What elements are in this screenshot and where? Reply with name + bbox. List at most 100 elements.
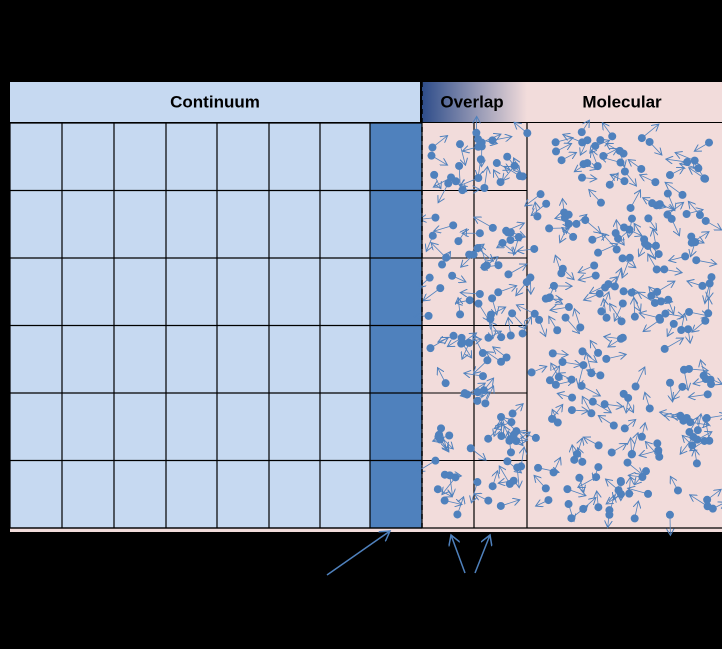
molecule — [567, 406, 576, 415]
molecule — [456, 310, 465, 319]
molecule — [705, 279, 714, 288]
molecule — [433, 485, 442, 494]
molecule — [522, 278, 531, 287]
molecule — [673, 486, 682, 495]
molecule — [618, 333, 627, 342]
molecular-header — [527, 82, 722, 122]
molecule — [653, 439, 662, 448]
molecule — [588, 397, 597, 406]
molecular-label: Molecular — [582, 92, 662, 111]
overlap-label: Overlap — [440, 92, 503, 111]
molecule — [466, 444, 475, 453]
molecule — [502, 353, 511, 362]
molecules — [414, 116, 722, 535]
molecule — [677, 326, 686, 335]
molecule — [564, 210, 573, 219]
molecule — [535, 315, 544, 324]
molecule — [530, 309, 539, 318]
molecule — [542, 199, 551, 208]
molecule — [428, 231, 437, 240]
molecule — [661, 309, 670, 318]
molecule — [570, 455, 579, 464]
molecule — [645, 137, 654, 146]
molecule — [545, 293, 554, 302]
molecule — [694, 164, 703, 173]
molecule — [488, 294, 497, 303]
molecule — [577, 381, 586, 390]
molecule — [553, 418, 562, 427]
molecule — [455, 161, 464, 170]
molecule — [583, 136, 592, 145]
molecule — [608, 132, 617, 141]
molecule — [663, 210, 672, 219]
molecule — [703, 390, 712, 399]
molecule — [681, 252, 690, 261]
molecule — [692, 459, 701, 468]
molecule — [427, 151, 436, 160]
molecule — [596, 371, 605, 380]
molecule — [656, 315, 665, 324]
molecule — [477, 138, 486, 147]
molecule — [564, 303, 573, 312]
molecule — [594, 348, 603, 357]
molecule — [625, 253, 634, 262]
molecule — [549, 281, 558, 290]
molecule — [480, 183, 489, 192]
molecule — [654, 250, 663, 259]
molecule — [504, 270, 513, 279]
molecule — [678, 382, 687, 391]
molecule — [424, 311, 433, 320]
molecule — [623, 458, 632, 467]
molecule — [625, 489, 634, 498]
molecule — [478, 349, 487, 358]
molecule — [545, 376, 554, 385]
molecule — [455, 140, 464, 149]
molecule — [578, 457, 587, 466]
molecule — [572, 219, 581, 228]
molecule — [523, 129, 532, 138]
molecule — [599, 152, 608, 161]
molecule — [473, 396, 482, 405]
molecule — [472, 128, 481, 137]
molecule — [651, 178, 660, 187]
molecule — [473, 478, 482, 487]
molecule — [596, 136, 605, 145]
molecule — [587, 369, 596, 378]
molecule — [644, 214, 653, 223]
molecule — [553, 326, 562, 335]
molecule — [687, 232, 696, 241]
molecule — [497, 333, 506, 342]
pointer-arrow — [326, 531, 390, 576]
molecule — [445, 471, 454, 480]
molecule — [502, 226, 511, 235]
molecule — [690, 156, 699, 165]
molecule — [474, 299, 483, 308]
molecule — [449, 221, 458, 230]
molecule — [609, 421, 618, 430]
molecule — [701, 316, 710, 325]
molecule — [454, 237, 463, 246]
molecule — [488, 482, 497, 491]
molecule — [693, 435, 702, 444]
molecule — [654, 446, 663, 455]
molecule — [682, 209, 691, 218]
molecule — [552, 147, 561, 156]
molecule — [497, 357, 506, 366]
molecule — [701, 216, 710, 225]
molecule — [612, 245, 621, 254]
molecule — [605, 506, 614, 515]
molecule — [494, 288, 503, 297]
molecule — [655, 200, 664, 209]
molecule — [549, 468, 558, 477]
molecule — [554, 373, 563, 382]
molecule — [597, 307, 606, 316]
molecule — [527, 368, 536, 377]
molecule — [508, 309, 517, 318]
molecule — [567, 375, 576, 384]
molecule — [637, 432, 646, 441]
molecule — [551, 138, 560, 147]
molecule — [614, 486, 623, 495]
molecule — [644, 489, 653, 498]
molecule — [616, 158, 625, 167]
molecule — [618, 254, 627, 263]
